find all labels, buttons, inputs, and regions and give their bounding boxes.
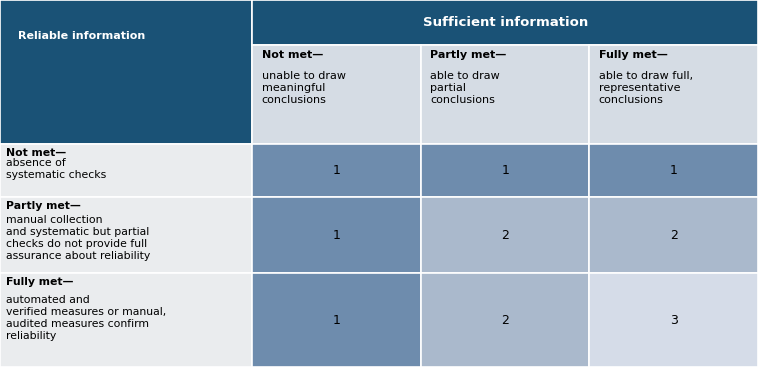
Text: absence of
systematic checks: absence of systematic checks — [6, 158, 106, 180]
Text: 2: 2 — [501, 229, 509, 242]
Text: Fully met—: Fully met— — [6, 277, 74, 287]
Text: Sufficient information: Sufficient information — [422, 16, 588, 29]
Bar — [421, 197, 590, 273]
Text: 2: 2 — [501, 314, 509, 327]
Text: 1: 1 — [333, 314, 340, 327]
Bar — [0, 145, 252, 197]
Text: 1: 1 — [670, 164, 678, 177]
Text: 1: 1 — [333, 229, 340, 242]
Bar — [252, 197, 421, 273]
Text: 2: 2 — [670, 229, 678, 242]
Bar — [421, 273, 590, 367]
Text: automated and
verified measures or manual,
audited measures confirm
reliability: automated and verified measures or manua… — [6, 295, 166, 341]
Bar — [590, 45, 758, 145]
Bar — [0, 273, 252, 367]
Text: Reliable information: Reliable information — [17, 30, 145, 41]
Bar — [421, 145, 590, 197]
Bar — [421, 45, 590, 145]
Text: Partly met—: Partly met— — [6, 201, 81, 211]
Bar — [252, 273, 421, 367]
Bar — [0, 0, 252, 145]
Bar — [590, 197, 758, 273]
Text: able to draw full,
representative
conclusions: able to draw full, representative conclu… — [599, 71, 693, 105]
Text: 1: 1 — [501, 164, 509, 177]
Text: Not met—: Not met— — [6, 148, 66, 158]
Text: Not met—: Not met— — [262, 50, 323, 60]
Bar — [252, 0, 758, 45]
Text: manual collection
and systematic but partial
checks do not provide full
assuranc: manual collection and systematic but par… — [6, 215, 150, 261]
Text: 3: 3 — [670, 314, 678, 327]
Bar — [252, 45, 421, 145]
Text: able to draw
partial
conclusions: able to draw partial conclusions — [430, 71, 500, 105]
Bar — [590, 145, 758, 197]
Text: Partly met—: Partly met— — [430, 50, 506, 60]
Bar — [590, 273, 758, 367]
Bar — [0, 197, 252, 273]
Text: Fully met—: Fully met— — [599, 50, 668, 60]
Bar — [252, 145, 421, 197]
Text: unable to draw
meaningful
conclusions: unable to draw meaningful conclusions — [262, 71, 346, 105]
Text: 1: 1 — [333, 164, 340, 177]
